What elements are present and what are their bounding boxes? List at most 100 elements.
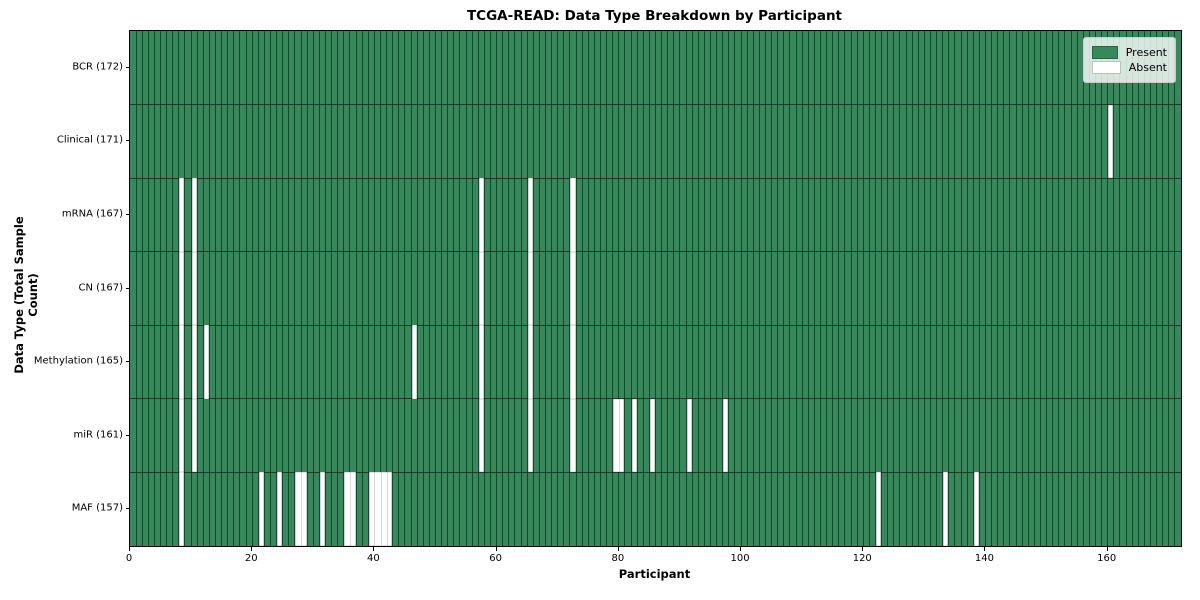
participant-grid-line <box>490 31 492 546</box>
participant-grid-line <box>1113 31 1115 546</box>
participant-grid-line <box>642 31 644 546</box>
participant-grid-line <box>807 31 809 546</box>
participant-grid-line <box>667 31 669 546</box>
participant-grid-line <box>233 31 235 546</box>
participant-grid-line <box>386 31 388 546</box>
participant-grid-line <box>771 31 773 546</box>
x-tick-mark <box>740 547 742 551</box>
participant-grid-line <box>722 31 724 546</box>
participant-grid-line <box>777 31 779 546</box>
y-tick-mark <box>126 213 130 215</box>
participant-grid-line <box>270 31 272 546</box>
participant-grid-line <box>428 31 430 546</box>
participant-grid-line <box>764 31 766 546</box>
x-tick-mark <box>495 547 497 551</box>
x-tick-mark <box>984 547 986 551</box>
legend-entry-present: Present <box>1092 46 1167 59</box>
y-tick-label-cn: CN (167) <box>78 282 123 293</box>
participant-grid-line <box>874 31 876 546</box>
y-tick-mark <box>126 287 130 289</box>
absent-cell-run <box>179 178 185 252</box>
participant-grid-line <box>1137 31 1139 546</box>
participant-grid-line <box>795 31 797 546</box>
absent-cell-run <box>649 398 655 473</box>
absent-cell-run <box>973 472 979 546</box>
x-tick-label: 140 <box>974 553 994 564</box>
participant-grid-line <box>783 31 785 546</box>
x-tick-mark <box>373 547 375 551</box>
participant-grid-line <box>636 31 638 546</box>
legend-label-present: Present <box>1125 46 1167 59</box>
x-axis-title: Participant <box>618 567 691 581</box>
participant-grid-line <box>178 31 180 546</box>
x-tick-label: 60 <box>489 553 502 564</box>
participant-grid-line <box>294 31 296 546</box>
y-tick-label-clinical: Clinical (171) <box>56 134 123 146</box>
participant-grid-line <box>624 31 626 546</box>
absent-cell-run <box>179 325 185 399</box>
absent-cell-run <box>179 472 185 546</box>
row-boundary-line <box>130 251 1181 253</box>
participant-grid-line <box>868 31 870 546</box>
participant-grid-line <box>141 31 143 546</box>
y-tick-mark <box>126 140 130 142</box>
participant-grid-line <box>960 31 962 546</box>
participant-grid-line <box>844 31 846 546</box>
participant-grid-line <box>459 31 461 546</box>
participant-grid-line <box>618 31 620 546</box>
y-tick-mark <box>126 66 130 68</box>
participant-grid-line <box>789 31 791 546</box>
participant-grid-line <box>752 31 754 546</box>
participant-grid-line <box>331 31 333 546</box>
participant-grid-line <box>1039 31 1041 546</box>
x-tick-label: 120 <box>852 553 872 564</box>
participant-grid-line <box>587 31 589 546</box>
absent-cell-separator <box>386 472 388 546</box>
participant-grid-line <box>447 31 449 546</box>
x-tick-label: 100 <box>730 553 750 564</box>
participant-grid-line <box>416 31 418 546</box>
participant-grid-line <box>227 31 229 546</box>
participant-grid-line <box>245 31 247 546</box>
participant-grid-line <box>905 31 907 546</box>
participant-grid-line <box>514 31 516 546</box>
absent-cell-run <box>191 178 197 252</box>
participant-grid-line <box>813 31 815 546</box>
y-tick-label-mrna: mRNA (167) <box>61 208 123 220</box>
participant-grid-line <box>1101 31 1103 546</box>
chart-title: TCGA-READ: Data Type Breakdown by Partic… <box>466 8 843 24</box>
participant-grid-line <box>367 31 369 546</box>
absent-cell-run <box>411 325 417 399</box>
participant-grid-line <box>593 31 595 546</box>
participant-grid-line <box>1149 31 1151 546</box>
participant-grid-line <box>1143 31 1145 546</box>
participant-grid-line <box>942 31 944 546</box>
participant-grid-line <box>373 31 375 546</box>
participant-grid-line <box>954 31 956 546</box>
absent-cell-run <box>478 178 484 252</box>
participant-grid-line <box>1021 31 1023 546</box>
participant-grid-line <box>312 31 314 546</box>
participant-grid-line <box>496 31 498 546</box>
absent-cell-run <box>203 325 209 399</box>
absent-cell-run <box>723 398 729 473</box>
participant-grid-line <box>648 31 650 546</box>
y-tick-label-maf: MAF (157) <box>71 502 123 514</box>
participant-grid-line <box>251 31 253 546</box>
x-tick-label: 20 <box>244 553 258 564</box>
participant-grid-line <box>703 31 705 546</box>
participant-grid-line <box>917 31 919 546</box>
participant-grid-line <box>978 31 980 546</box>
legend-swatch-absent-icon <box>1092 61 1121 74</box>
participant-grid-line <box>1168 31 1170 546</box>
participant-grid-line <box>239 31 241 546</box>
y-tick-mark <box>126 361 130 363</box>
participant-grid-line <box>911 31 913 546</box>
participant-grid-line <box>306 31 308 546</box>
participant-grid-line <box>184 31 186 546</box>
absent-cell-run <box>1108 104 1114 179</box>
participant-grid-line <box>410 31 412 546</box>
participant-grid-line <box>453 31 455 546</box>
participant-grid-line <box>160 31 162 546</box>
